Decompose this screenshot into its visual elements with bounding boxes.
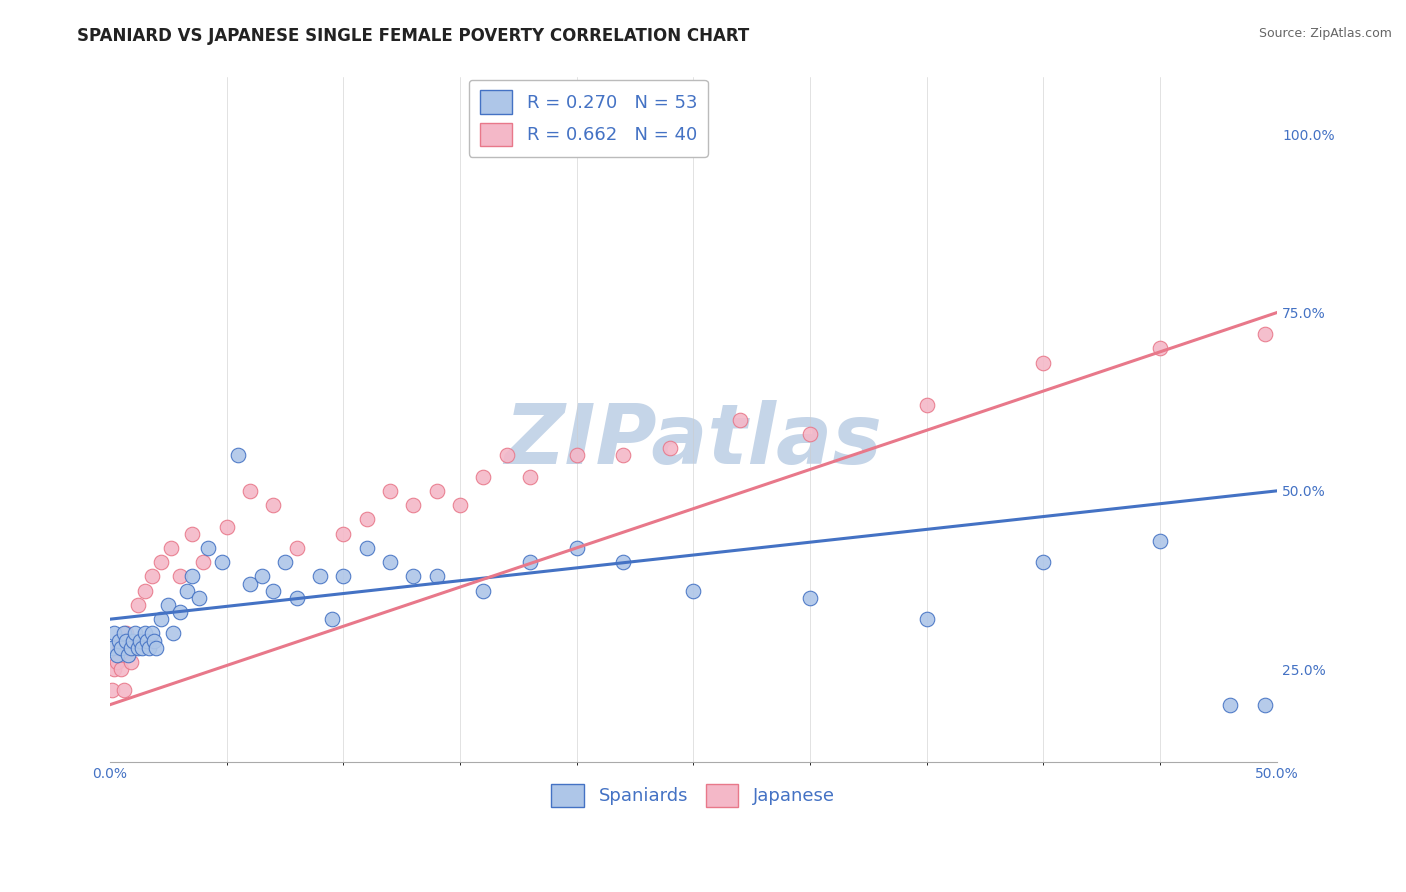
Point [134, 583, 156, 598]
Point [117, 640, 139, 655]
Text: ZIPatlas: ZIPatlas [505, 400, 882, 481]
Point [1219, 698, 1241, 712]
Point [519, 555, 541, 569]
Legend: Spaniards, Japanese: Spaniards, Japanese [544, 777, 842, 814]
Point [103, 662, 125, 676]
Point [1149, 341, 1171, 355]
Point [565, 448, 588, 462]
Point [799, 591, 821, 605]
Point [101, 683, 124, 698]
Point [150, 612, 173, 626]
Point [402, 569, 425, 583]
Point [115, 633, 138, 648]
Point [378, 555, 401, 569]
Point [226, 448, 249, 462]
Point [1254, 698, 1277, 712]
Point [127, 598, 149, 612]
Point [141, 569, 163, 583]
Point [321, 612, 343, 626]
Point [612, 448, 634, 462]
Point [308, 569, 330, 583]
Point [176, 583, 198, 598]
Point [180, 569, 202, 583]
Point [274, 555, 297, 569]
Point [472, 469, 495, 483]
Point [425, 569, 447, 583]
Point [1032, 355, 1054, 369]
Point [145, 640, 167, 655]
Point [356, 512, 378, 526]
Point [127, 640, 149, 655]
Point [122, 640, 145, 655]
Point [105, 648, 128, 662]
Point [682, 583, 704, 598]
Point [472, 583, 495, 598]
Point [105, 655, 128, 669]
Point [110, 662, 132, 676]
Point [150, 555, 173, 569]
Point [108, 640, 131, 655]
Point [117, 648, 139, 662]
Point [449, 498, 471, 512]
Point [262, 583, 284, 598]
Point [378, 483, 401, 498]
Point [112, 626, 135, 640]
Point [239, 483, 262, 498]
Point [519, 469, 541, 483]
Point [197, 541, 219, 555]
Point [285, 591, 308, 605]
Point [141, 626, 163, 640]
Point [103, 626, 125, 640]
Point [162, 626, 184, 640]
Point [134, 626, 156, 640]
Point [115, 626, 138, 640]
Point [215, 519, 238, 533]
Point [915, 612, 938, 626]
Point [187, 591, 209, 605]
Point [112, 683, 135, 698]
Point [129, 633, 152, 648]
Point [262, 498, 284, 512]
Point [120, 640, 142, 655]
Point [658, 441, 681, 455]
Point [193, 555, 215, 569]
Point [120, 655, 142, 669]
Point [239, 576, 262, 591]
Point [495, 448, 517, 462]
Point [157, 598, 180, 612]
Point [136, 633, 159, 648]
Point [143, 633, 166, 648]
Point [211, 555, 233, 569]
Point [356, 541, 378, 555]
Point [285, 541, 308, 555]
Point [332, 526, 354, 541]
Point [799, 426, 821, 441]
Point [101, 640, 124, 655]
Point [122, 633, 145, 648]
Text: SPANIARD VS JAPANESE SINGLE FEMALE POVERTY CORRELATION CHART: SPANIARD VS JAPANESE SINGLE FEMALE POVER… [77, 27, 749, 45]
Point [159, 541, 181, 555]
Point [124, 626, 146, 640]
Point [1254, 327, 1277, 342]
Point [728, 412, 751, 426]
Point [332, 569, 354, 583]
Point [612, 555, 634, 569]
Point [131, 640, 153, 655]
Point [565, 541, 588, 555]
Point [402, 498, 425, 512]
Point [169, 569, 191, 583]
Point [110, 640, 132, 655]
Point [1149, 533, 1171, 548]
Point [108, 633, 131, 648]
Point [180, 526, 202, 541]
Point [425, 483, 447, 498]
Point [138, 640, 160, 655]
Text: Source: ZipAtlas.com: Source: ZipAtlas.com [1258, 27, 1392, 40]
Point [169, 605, 191, 619]
Point [1032, 555, 1054, 569]
Point [250, 569, 273, 583]
Point [915, 398, 938, 412]
